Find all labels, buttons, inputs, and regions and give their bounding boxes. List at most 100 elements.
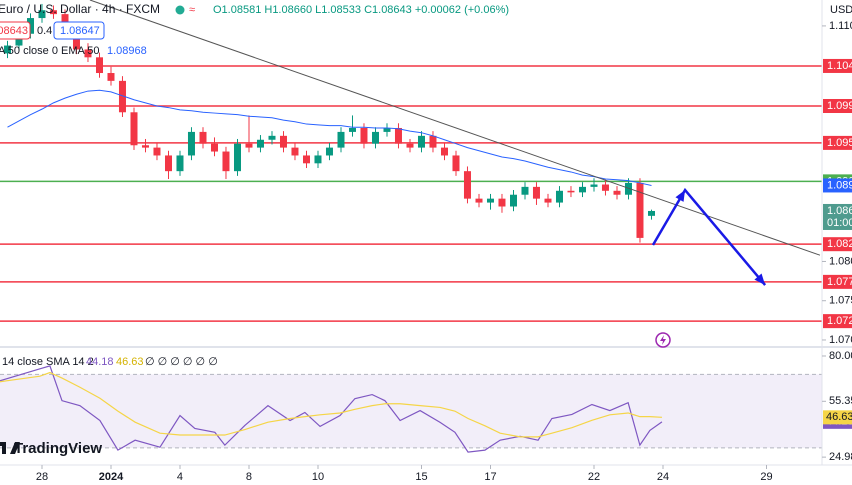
level-badge	[823, 203, 852, 230]
rsi-sma-value: 46.63	[116, 356, 144, 368]
axes: 1.1101.0801.0751.0701.1041.0991.0951.090…	[36, 20, 852, 483]
x-tick-label: 22	[588, 471, 600, 483]
candle-body	[268, 135, 276, 140]
level-label: 1.099	[827, 100, 852, 112]
candle-body	[498, 198, 506, 207]
spread: 0.4	[37, 25, 52, 37]
y-tick-label: 1.070	[829, 334, 852, 346]
candle-body	[245, 143, 253, 148]
level-badge	[823, 274, 852, 289]
candle-body	[325, 147, 333, 156]
candle-body	[49, 10, 57, 15]
candle-body	[84, 49, 92, 58]
level-badge	[823, 178, 852, 193]
candle-body	[406, 143, 414, 148]
y-tick-label: 80.00	[829, 350, 852, 362]
candle-body	[233, 143, 241, 172]
candle-body	[118, 80, 126, 113]
rsi-band	[0, 374, 822, 448]
y-tick-label: 1.080	[829, 255, 852, 267]
candle-body	[532, 186, 540, 199]
candle-body	[107, 73, 115, 81]
candle-body	[648, 210, 656, 216]
candle-body	[199, 131, 207, 144]
candle-body	[613, 190, 621, 195]
status-icon: ≈	[189, 4, 195, 16]
x-tick-label: 4	[177, 471, 183, 483]
candle-body	[337, 131, 345, 148]
x-tick-label: 17	[484, 471, 496, 483]
candle-body	[176, 155, 184, 172]
candle-body	[452, 155, 460, 172]
level-sublabel: 01:00	[827, 217, 852, 229]
rsi-extra: ∅ ∅ ∅ ∅ ∅ ∅	[145, 356, 218, 368]
ema-line	[7, 89, 652, 186]
logo-text: TradingView	[14, 440, 102, 457]
y-tick-label: 55.35	[829, 395, 852, 407]
candle-body	[291, 147, 299, 156]
candle-body	[314, 155, 322, 164]
candle-body	[590, 184, 598, 187]
x-tick-label: 15	[415, 471, 427, 483]
candle-body	[383, 127, 391, 132]
buy-price[interactable]: 1.08647	[60, 25, 100, 37]
candle-body	[3, 45, 11, 54]
level-label: 1.095	[827, 137, 852, 149]
level-label: 1.086	[827, 205, 852, 217]
arrow-head	[754, 273, 766, 286]
candle-body	[130, 112, 138, 146]
level-badge	[823, 135, 852, 150]
candle-body	[15, 33, 23, 46]
level-label: 1.072	[827, 315, 852, 327]
event-icon[interactable]	[655, 332, 671, 348]
level-label: 1.077	[827, 276, 852, 288]
level-badge	[823, 237, 852, 252]
level-label: 1.104	[827, 60, 852, 72]
ema-value: 1.08968	[107, 45, 147, 57]
arrow	[651, 187, 767, 286]
y-tick-label: 24.98	[829, 451, 852, 463]
candle-body	[371, 131, 379, 144]
arrow-head	[675, 190, 686, 202]
candle-body	[222, 151, 230, 172]
candle-body	[463, 171, 471, 199]
candle-body	[153, 147, 161, 156]
candle-body	[279, 135, 287, 148]
candle-body	[601, 184, 609, 191]
candle-body	[394, 127, 402, 144]
symbol-title: Euro / U.S. Dollar · 4h · FXCM	[0, 2, 160, 16]
rsi-line	[0, 371, 662, 438]
x-tick-label: 28	[36, 471, 48, 483]
candle-body	[509, 194, 517, 207]
candle-body	[544, 198, 552, 203]
candle-body	[555, 190, 563, 203]
ema-legend: A 50 close 0 EMA 50	[0, 45, 100, 57]
level-label: 1.082	[827, 238, 852, 250]
currency: USD	[830, 4, 852, 16]
candle-body	[302, 155, 310, 164]
x-tick-label: 10	[312, 471, 324, 483]
rsi-value: 44.18	[86, 356, 114, 368]
candle-body	[164, 155, 172, 172]
rsi-badge	[823, 410, 852, 425]
candle-body	[636, 182, 644, 238]
candle-body	[210, 143, 218, 152]
rsi-line	[0, 365, 663, 453]
candle-body	[624, 182, 632, 195]
candle-body	[95, 57, 103, 74]
y-tick-label: 1.110	[829, 20, 852, 32]
sell-box[interactable]	[0, 21, 31, 40]
candle-body	[141, 145, 149, 148]
x-tick-label: 24	[657, 471, 669, 483]
level-badge	[823, 58, 852, 73]
x-tick-label: 8	[246, 471, 252, 483]
x-tick-label: 2024	[99, 471, 124, 483]
buy-box[interactable]	[53, 21, 105, 40]
rsi-badge-label: 46.63	[826, 411, 852, 423]
candle-body	[486, 198, 494, 203]
y-tick-label: 1.075	[829, 295, 852, 307]
sell-price[interactable]: 1.08643	[0, 25, 28, 37]
candle-body	[348, 127, 356, 132]
